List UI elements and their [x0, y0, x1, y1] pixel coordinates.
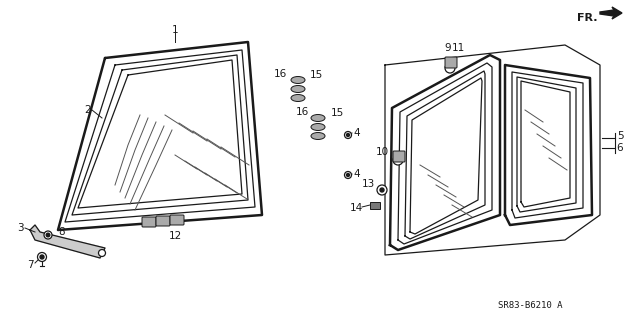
- FancyBboxPatch shape: [393, 151, 405, 162]
- Text: 12: 12: [168, 231, 182, 241]
- Polygon shape: [30, 225, 105, 258]
- Circle shape: [344, 132, 351, 139]
- Text: 2: 2: [84, 105, 92, 115]
- Text: 4: 4: [354, 128, 360, 138]
- Ellipse shape: [291, 94, 305, 101]
- Circle shape: [99, 250, 106, 257]
- Ellipse shape: [311, 132, 325, 140]
- Text: SR83-B6210 A: SR83-B6210 A: [498, 300, 563, 309]
- Text: 7: 7: [27, 260, 33, 270]
- Text: 1: 1: [172, 25, 179, 35]
- FancyBboxPatch shape: [156, 216, 170, 226]
- Circle shape: [346, 133, 349, 137]
- Circle shape: [344, 172, 351, 179]
- Bar: [370, 202, 380, 209]
- Circle shape: [380, 188, 384, 192]
- FancyBboxPatch shape: [170, 215, 184, 225]
- Text: 15: 15: [330, 108, 344, 118]
- Circle shape: [346, 173, 349, 177]
- Text: 4: 4: [354, 169, 360, 179]
- Text: 16: 16: [273, 69, 287, 79]
- Circle shape: [46, 233, 50, 237]
- Text: 6: 6: [617, 143, 623, 153]
- Circle shape: [38, 252, 47, 261]
- Ellipse shape: [311, 115, 325, 122]
- Polygon shape: [600, 7, 622, 19]
- Text: 8: 8: [59, 227, 65, 237]
- Circle shape: [44, 231, 52, 239]
- Text: 9: 9: [445, 43, 451, 53]
- Text: 10: 10: [376, 147, 388, 157]
- Text: FR.: FR.: [577, 13, 598, 23]
- Text: 14: 14: [349, 203, 363, 213]
- Text: 15: 15: [309, 70, 323, 80]
- Text: 13: 13: [362, 179, 374, 189]
- Circle shape: [377, 185, 387, 195]
- FancyBboxPatch shape: [142, 217, 156, 227]
- Text: 11: 11: [451, 43, 465, 53]
- Circle shape: [393, 155, 403, 165]
- Ellipse shape: [291, 85, 305, 92]
- FancyBboxPatch shape: [445, 57, 457, 68]
- Text: 16: 16: [296, 107, 308, 117]
- Ellipse shape: [311, 124, 325, 131]
- Circle shape: [445, 63, 455, 73]
- Circle shape: [40, 255, 44, 259]
- Text: 3: 3: [17, 223, 23, 233]
- Ellipse shape: [291, 76, 305, 84]
- Text: 5: 5: [617, 131, 623, 141]
